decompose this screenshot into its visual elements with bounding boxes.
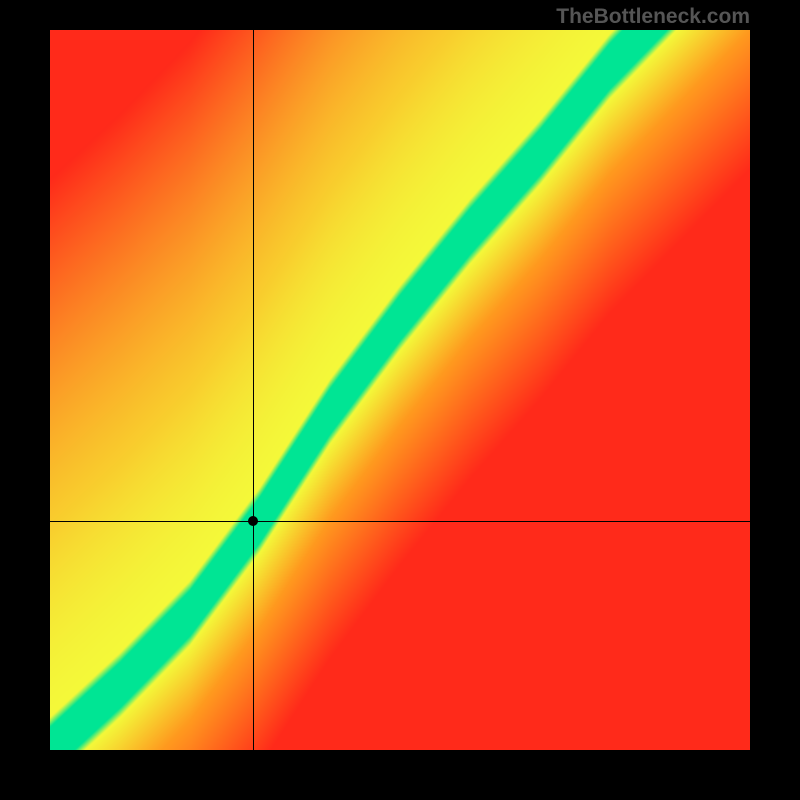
crosshair-horizontal [50,521,750,522]
data-point-marker [248,516,258,526]
crosshair-vertical [253,30,254,750]
heatmap-canvas [50,30,750,750]
watermark-text: TheBottleneck.com [556,5,750,29]
heatmap-plot [50,30,750,750]
